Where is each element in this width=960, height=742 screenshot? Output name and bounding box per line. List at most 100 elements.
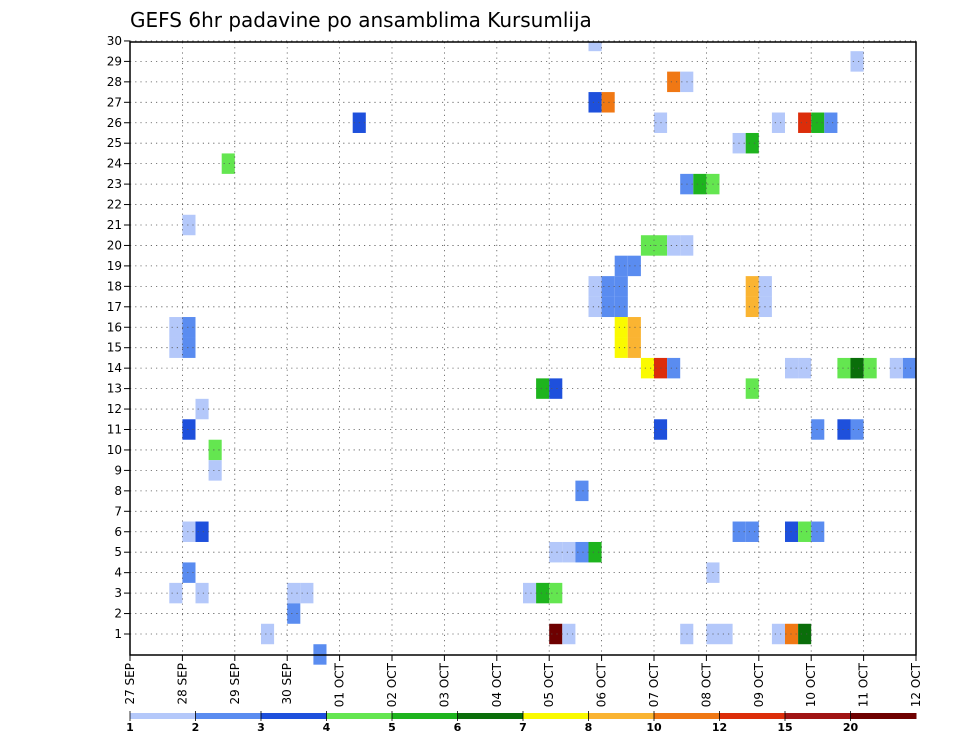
precip-cell	[208, 439, 222, 461]
precip-cell	[287, 582, 301, 604]
precip-cell	[601, 92, 615, 113]
precip-cell	[771, 623, 785, 645]
precip-cell	[562, 541, 576, 563]
legend-label: 4	[323, 721, 331, 734]
precip-cell	[588, 42, 602, 52]
color-legend: 1 2 3 4 5 6 7 8 10 12 15 20	[126, 711, 917, 734]
legend-swatch	[850, 713, 917, 719]
y-tick-label: 20	[107, 238, 122, 252]
precip-cell	[601, 276, 615, 297]
precip-cell	[588, 541, 602, 563]
precip-cell	[614, 296, 628, 318]
precip-cell	[850, 51, 864, 72]
x-tick-label: 08 OCT	[699, 662, 713, 707]
precip-cell	[208, 460, 222, 481]
y-tick-label: 1	[114, 627, 122, 641]
precip-cell	[523, 582, 537, 604]
precip-cell	[811, 112, 825, 133]
chart-title: GEFS 6hr padavine po ansamblima Kursumli…	[130, 8, 592, 32]
legend-label: 1	[126, 721, 134, 734]
y-tick-label: 22	[107, 198, 122, 212]
precip-cell	[745, 378, 759, 399]
precip-cell	[601, 296, 615, 318]
x-tick-label: 03 OCT	[437, 662, 451, 707]
y-tick-label: 23	[107, 177, 122, 191]
precip-cell	[745, 521, 759, 542]
precip-cell	[614, 337, 628, 358]
precip-cell	[182, 214, 196, 236]
x-tick-label: 10 OCT	[804, 662, 818, 707]
precip-cell	[837, 357, 851, 379]
precip-cell	[182, 521, 196, 542]
precip-cell	[195, 398, 209, 420]
legend-swatch	[523, 713, 589, 719]
precip-cell	[287, 603, 301, 624]
precip-cell	[549, 541, 563, 563]
precip-cell	[588, 276, 602, 297]
legend-label: 15	[777, 721, 792, 734]
legend-label: 6	[454, 721, 462, 734]
y-tick-label: 13	[107, 382, 122, 396]
y-tick-label: 10	[107, 443, 122, 457]
precip-cell	[798, 623, 812, 645]
legend-swatch	[588, 713, 655, 719]
legend-swatch	[654, 713, 720, 719]
precip-cell	[667, 71, 681, 93]
precip-cell	[182, 317, 196, 338]
x-tick-label: 02 OCT	[385, 662, 399, 707]
precip-cell	[837, 419, 851, 440]
precip-cell	[811, 419, 825, 440]
y-tick-label: 30	[107, 34, 122, 48]
precip-cell	[575, 480, 589, 502]
precip-cell	[575, 541, 589, 563]
legend-label: 8	[585, 721, 593, 734]
precip-cell	[798, 521, 812, 542]
precip-cell	[169, 317, 183, 338]
y-tick-label: 14	[107, 361, 122, 375]
legend-swatch	[785, 713, 851, 719]
y-tick-label: 19	[107, 259, 122, 273]
y-tick-label: 5	[114, 545, 122, 559]
legend-label: 10	[646, 721, 662, 734]
plot-frame	[129, 41, 917, 656]
legend-label: 3	[257, 721, 265, 734]
x-tick-label: 01 OCT	[333, 662, 347, 707]
legend-swatch	[130, 713, 196, 719]
x-tick-label: 07 OCT	[647, 662, 661, 707]
precip-cell	[182, 562, 196, 583]
legend-label: 12	[712, 721, 727, 734]
y-tick-label: 16	[107, 320, 122, 334]
y-tick-label: 26	[107, 116, 122, 130]
precip-cell	[771, 112, 785, 133]
precip-cell	[614, 276, 628, 297]
precip-cell	[195, 582, 209, 604]
precip-cell	[562, 623, 576, 645]
x-tick-label: 04 OCT	[490, 662, 504, 707]
x-tick-label: 06 OCT	[595, 662, 609, 707]
precip-cell	[902, 357, 916, 379]
y-tick-label: 28	[107, 75, 122, 89]
precip-cell	[745, 132, 759, 154]
x-tick-label: 28 SEP	[175, 663, 189, 705]
precip-cell	[549, 378, 563, 399]
y-tick-label: 8	[114, 484, 122, 498]
precip-cell	[693, 173, 707, 195]
precip-cell	[588, 296, 602, 318]
precip-cell	[182, 419, 196, 440]
legend-label: 20	[843, 721, 859, 734]
precip-cell	[549, 623, 563, 645]
precip-cell	[536, 582, 550, 604]
legend-label: 7	[519, 721, 527, 734]
y-tick-label: 12	[107, 402, 122, 416]
precip-cell	[667, 357, 681, 379]
x-tick-label: 27 SEP	[123, 663, 137, 705]
y-tick-label: 4	[114, 566, 122, 580]
y-tick-label: 25	[107, 136, 122, 150]
precip-cell	[182, 337, 196, 358]
precip-cell	[549, 582, 563, 604]
precip-cell	[221, 153, 235, 174]
precip-cell	[850, 419, 864, 440]
y-axis: 1234567891011121314151617181920212223242…	[107, 34, 130, 641]
precip-cell	[627, 255, 641, 277]
precip-cell	[863, 357, 877, 379]
